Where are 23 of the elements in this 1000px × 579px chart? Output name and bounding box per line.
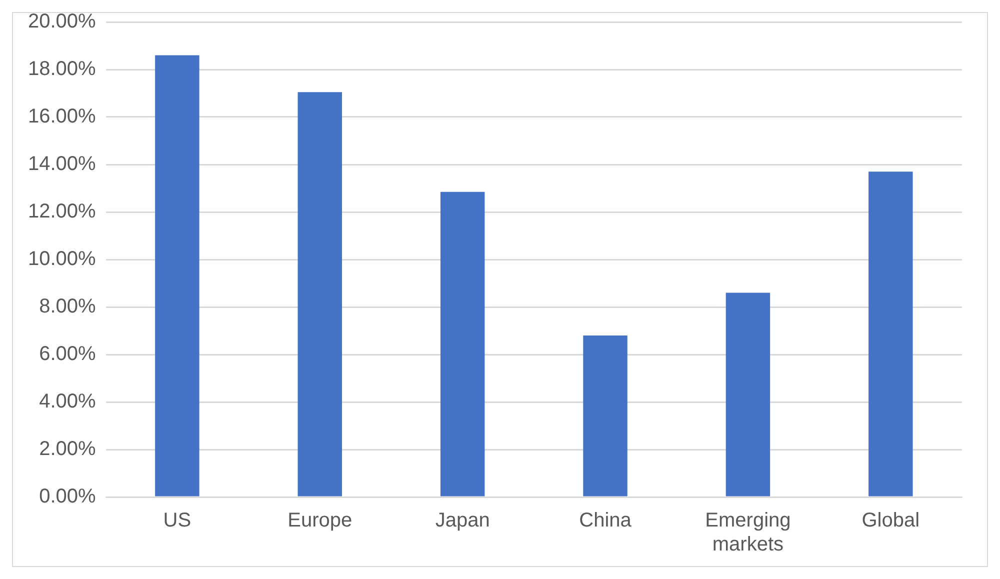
y-tick-label: 12.00%: [28, 200, 96, 223]
y-tick-label: 20.00%: [28, 10, 96, 33]
y-tick-label: 4.00%: [39, 390, 96, 413]
bar: [440, 192, 485, 496]
bar: [155, 55, 200, 496]
y-tick-label: 14.00%: [28, 153, 96, 176]
y-tick-label: 10.00%: [28, 248, 96, 270]
x-tick-label: Japan: [435, 510, 490, 532]
y-tick-label: 6.00%: [39, 343, 96, 366]
bar: [298, 92, 342, 496]
x-tick-label: Global: [862, 510, 920, 532]
bar: [868, 172, 913, 496]
y-tick-label: 8.00%: [39, 296, 96, 318]
y-tick-label: 0.00%: [39, 486, 96, 508]
x-tick-label: US: [163, 510, 192, 532]
x-tick-label: Europe: [288, 510, 352, 532]
bar: [726, 292, 770, 496]
bar: [583, 336, 628, 496]
y-tick-label: 16.00%: [28, 106, 96, 128]
y-tick-label: 2.00%: [39, 438, 96, 460]
x-tick-label: China: [579, 510, 632, 532]
y-tick-label: 18.00%: [28, 58, 96, 80]
x-tick-label: Emerging markets: [705, 510, 791, 556]
